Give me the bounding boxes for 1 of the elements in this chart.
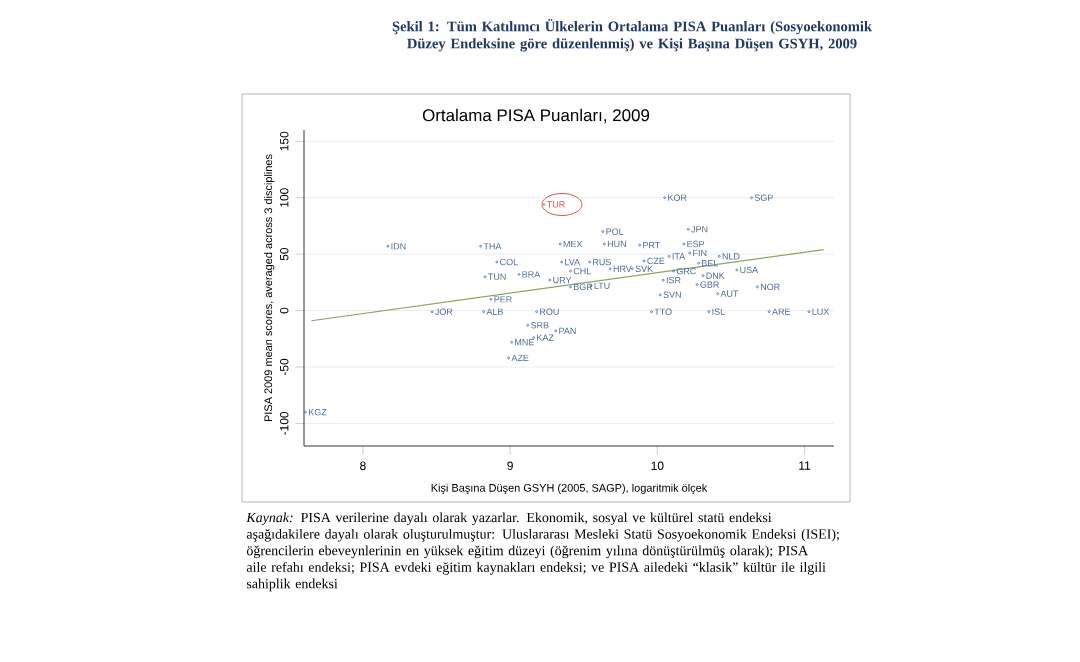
chart-subtitle: Ortalama PISA Puanları, 2009	[422, 108, 650, 124]
